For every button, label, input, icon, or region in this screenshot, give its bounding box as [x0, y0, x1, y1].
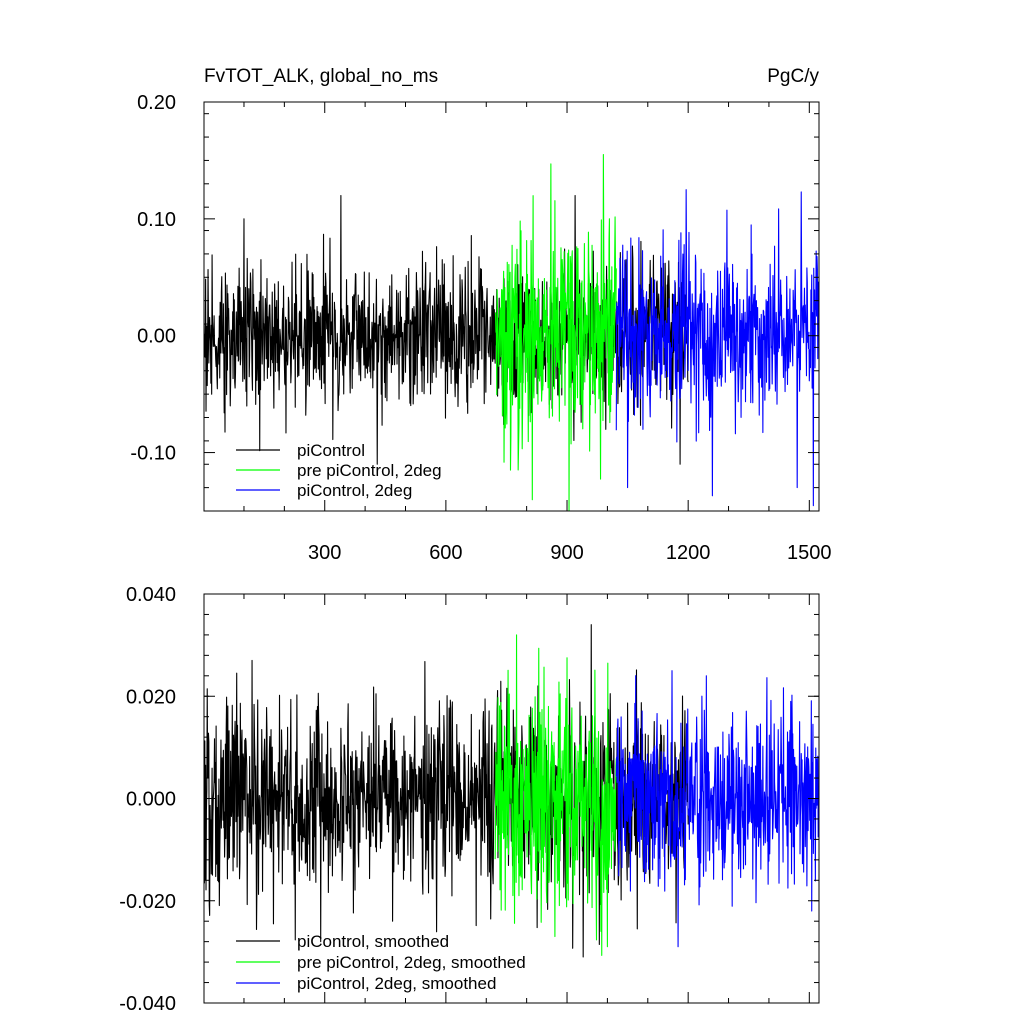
x-tick-label: 900: [550, 542, 583, 564]
y-tick-label: -0.10: [130, 443, 176, 465]
series-line-1-2: [615, 670, 819, 948]
y-tick-label: -0.040: [119, 993, 176, 1015]
legend-label-piControl-2deg: piControl, 2deg: [297, 481, 412, 500]
bottom-panel-legend: piControl, smoothed pre piControl, 2deg,…: [236, 932, 526, 993]
y-tick-label: 0.00: [137, 326, 176, 348]
legend-label-pre-piControl-2deg-smoothed: pre piControl, 2deg, smoothed: [297, 953, 526, 972]
y-tick-label: 0.000: [126, 789, 176, 811]
y-tick-label: -0.020: [119, 891, 176, 913]
y-tick-label: 0.020: [126, 686, 176, 708]
y-tick-label: 0.10: [137, 209, 176, 231]
x-tick-label: 300: [308, 542, 341, 564]
top-panel-legend: piControl pre piControl, 2deg piControl,…: [236, 441, 442, 500]
legend-label-piControl: piControl: [297, 441, 365, 460]
series-line-0-2: [615, 189, 819, 507]
top-panel-series: [204, 154, 819, 511]
legend-label-piControl-2deg-smoothed: piControl, 2deg, smoothed: [297, 974, 496, 993]
y-tick-label: 0.20: [137, 92, 176, 114]
top-panel-axes: 300 600 900 1200 1500 -0.10 0.00 0.10 0.20: [130, 92, 831, 564]
series-line-1-1: [494, 634, 617, 956]
legend-label-pre-piControl-2deg: pre piControl, 2deg: [297, 461, 442, 480]
x-tick-label: 600: [429, 542, 462, 564]
top-panel-title-right: PgC/y: [767, 66, 819, 87]
bottom-panel-series: [204, 624, 819, 958]
top-panel-title-left: FvTOT_ALK, global_no_ms: [204, 66, 438, 87]
top-panel-frame: [203, 101, 820, 512]
series-line-0-1: [494, 154, 617, 511]
legend-label-piControl-smoothed: piControl, smoothed: [297, 932, 449, 951]
bottom-panel-axes: -0.040 -0.020 0.000 0.020 0.040: [119, 584, 819, 1015]
y-tick-label: 0.040: [126, 584, 176, 606]
x-tick-label: 1200: [666, 542, 711, 564]
bottom-panel: -0.040 -0.020 0.000 0.020 0.040 piControl, s…: [119, 584, 820, 1015]
x-tick-label: 1500: [787, 542, 832, 564]
top-panel: FvTOT_ALK, global_no_ms PgC/y 300 600 900 1…: [130, 66, 831, 564]
